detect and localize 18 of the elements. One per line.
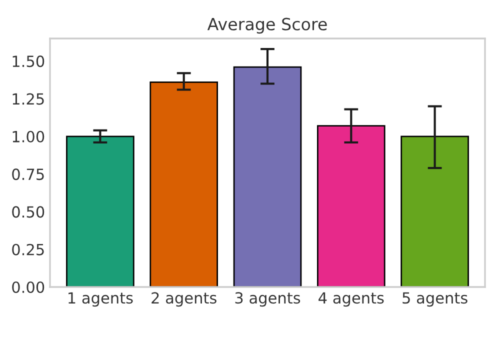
x-tick-label: 3 agents [235, 292, 300, 307]
bar [316, 125, 386, 287]
x-tick-label: 2 agents [152, 292, 216, 307]
y-tick-label: 0.00 [12, 281, 44, 294]
y-tick-label: 0.75 [12, 168, 44, 180]
y-tick-label: 0.25 [12, 244, 44, 256]
bar [150, 81, 218, 287]
chart-title: Average Score [207, 18, 327, 34]
y-tick-label: 1.25 [12, 93, 44, 105]
x-tick-label: 5 agents [402, 292, 468, 307]
x-tick-label: 1 agents [68, 292, 133, 307]
y-tick-label: 0.50 [12, 206, 44, 218]
y-tick-label: 1.50 [12, 56, 44, 68]
bar [233, 66, 302, 287]
y-tick-label: 1.00 [12, 130, 44, 142]
bar [66, 136, 134, 287]
x-tick-label: 4 agents [318, 292, 384, 307]
bar [400, 136, 469, 287]
